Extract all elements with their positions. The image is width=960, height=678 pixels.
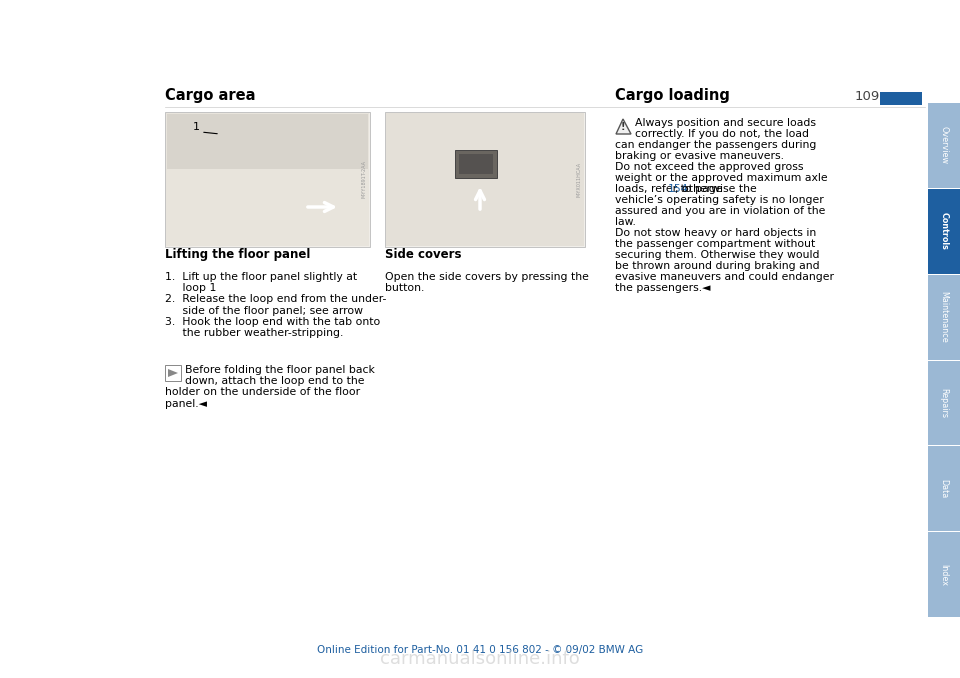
Text: Do not stow heavy or hard objects in: Do not stow heavy or hard objects in bbox=[615, 228, 816, 238]
Bar bbox=[386, 113, 584, 246]
Bar bbox=[385, 112, 585, 247]
Bar bbox=[167, 114, 368, 169]
Bar bbox=[165, 112, 370, 247]
Text: holder on the underside of the floor: holder on the underside of the floor bbox=[165, 387, 360, 397]
Text: Always position and secure loads: Always position and secure loads bbox=[635, 118, 816, 128]
Text: 1.  Lift up the floor panel slightly at: 1. Lift up the floor panel slightly at bbox=[165, 272, 357, 282]
Text: M-YY1891T-2AA: M-YY1891T-2AA bbox=[362, 160, 367, 198]
Text: the passengers.◄: the passengers.◄ bbox=[615, 283, 710, 293]
Text: panel.◄: panel.◄ bbox=[165, 399, 207, 409]
Text: Online Edition for Part-No. 01 41 0 156 802 - © 09/02 BMW AG: Online Edition for Part-No. 01 41 0 156 … bbox=[317, 645, 643, 655]
Text: be thrown around during braking and: be thrown around during braking and bbox=[615, 261, 820, 271]
Text: Cargo loading: Cargo loading bbox=[615, 88, 730, 103]
Text: Overview: Overview bbox=[940, 126, 948, 165]
Bar bbox=[928, 103, 960, 188]
Bar bbox=[455, 150, 497, 178]
Text: vehicle’s operating safety is no longer: vehicle’s operating safety is no longer bbox=[615, 195, 824, 205]
Text: , otherwise the: , otherwise the bbox=[675, 184, 757, 194]
Text: assured and you are in violation of the: assured and you are in violation of the bbox=[615, 206, 826, 216]
Text: Before folding the floor panel back: Before folding the floor panel back bbox=[185, 365, 374, 375]
Text: down, attach the loop end to the: down, attach the loop end to the bbox=[185, 376, 365, 386]
Text: Data: Data bbox=[940, 479, 948, 498]
Polygon shape bbox=[168, 369, 178, 377]
Text: Controls: Controls bbox=[940, 212, 948, 250]
Text: M-YX011HCAA: M-YX011HCAA bbox=[577, 161, 582, 197]
Text: Open the side covers by pressing the: Open the side covers by pressing the bbox=[385, 272, 588, 282]
Bar bbox=[928, 189, 960, 274]
Text: loop 1: loop 1 bbox=[165, 283, 216, 293]
Text: Do not exceed the approved gross: Do not exceed the approved gross bbox=[615, 162, 804, 172]
Text: Cargo area: Cargo area bbox=[165, 88, 255, 103]
Bar bbox=[459, 154, 493, 174]
Text: Index: Index bbox=[940, 563, 948, 586]
Bar bbox=[928, 446, 960, 531]
Text: carmanualsonline.info: carmanualsonline.info bbox=[380, 650, 580, 668]
Bar bbox=[165, 365, 181, 381]
Text: law.: law. bbox=[615, 217, 636, 227]
Bar bbox=[928, 532, 960, 617]
Text: the rubber weather-stripping.: the rubber weather-stripping. bbox=[165, 328, 344, 338]
Text: Maintenance: Maintenance bbox=[940, 292, 948, 343]
Text: can endanger the passengers during: can endanger the passengers during bbox=[615, 140, 816, 150]
Text: button.: button. bbox=[385, 283, 424, 293]
Text: weight or the approved maximum axle: weight or the approved maximum axle bbox=[615, 173, 828, 183]
Bar bbox=[166, 113, 369, 246]
Text: 109: 109 bbox=[855, 90, 880, 103]
Text: !: ! bbox=[621, 122, 625, 132]
Text: correctly. If you do not, the load: correctly. If you do not, the load bbox=[635, 129, 809, 139]
Bar bbox=[928, 361, 960, 445]
Text: side of the floor panel; see arrow: side of the floor panel; see arrow bbox=[165, 306, 363, 315]
Polygon shape bbox=[616, 119, 631, 134]
Text: loads, refer to page: loads, refer to page bbox=[615, 184, 726, 194]
Text: 3.  Hook the loop end with the tab onto: 3. Hook the loop end with the tab onto bbox=[165, 317, 380, 327]
Text: Side covers: Side covers bbox=[385, 248, 462, 261]
Text: 154: 154 bbox=[668, 184, 688, 194]
Text: 2.  Release the loop end from the under-: 2. Release the loop end from the under- bbox=[165, 294, 386, 304]
Text: Lifting the floor panel: Lifting the floor panel bbox=[165, 248, 310, 261]
Text: securing them. Otherwise they would: securing them. Otherwise they would bbox=[615, 250, 820, 260]
Text: Repairs: Repairs bbox=[940, 388, 948, 418]
Bar bbox=[928, 275, 960, 359]
Text: the passenger compartment without: the passenger compartment without bbox=[615, 239, 815, 249]
Text: 1: 1 bbox=[193, 122, 200, 132]
Bar bbox=[880, 92, 922, 105]
Text: braking or evasive maneuvers.: braking or evasive maneuvers. bbox=[615, 151, 784, 161]
Text: evasive maneuvers and could endanger: evasive maneuvers and could endanger bbox=[615, 272, 834, 282]
